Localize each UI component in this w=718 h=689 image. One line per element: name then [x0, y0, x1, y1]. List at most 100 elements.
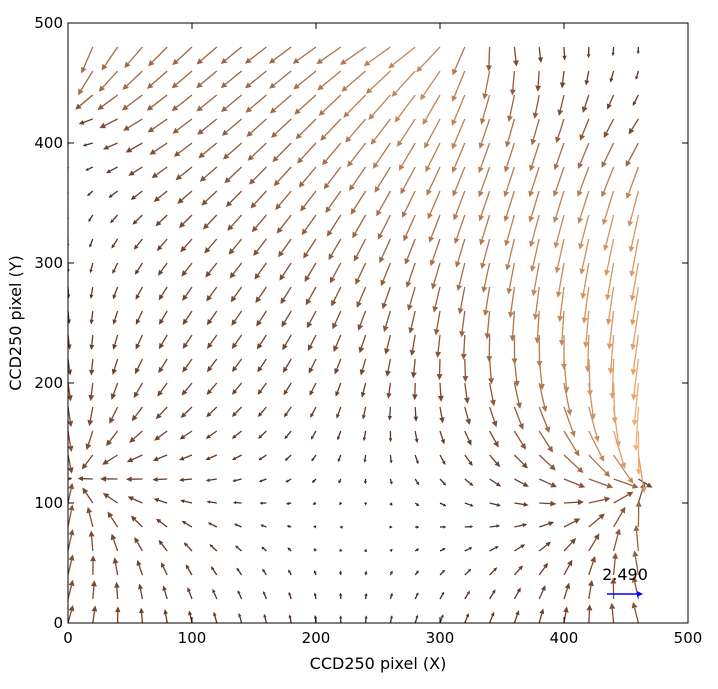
quiver-arrow	[146, 94, 168, 111]
quiver-arrow	[507, 94, 516, 123]
quiver-arrow	[426, 166, 441, 196]
quiver-arrow	[90, 555, 97, 576]
quiver-arrow	[425, 142, 441, 173]
quiver-arrow	[88, 382, 95, 402]
quiver-arrow	[464, 406, 472, 426]
quiver-arrow	[439, 454, 446, 466]
quiver-arrow	[605, 286, 615, 326]
y-tick-label: 300	[34, 254, 63, 272]
quiver-arrow	[538, 562, 549, 576]
quiver-arrow	[389, 592, 393, 600]
quiver-arrow	[363, 548, 367, 553]
quiver-arrow	[99, 118, 118, 129]
quiver-arrow	[68, 47, 69, 52]
quiver-arrow	[341, 70, 367, 92]
quiver-arrow	[288, 569, 292, 576]
quiver-arrow	[236, 567, 243, 576]
quiver-arrow	[294, 94, 317, 115]
quiver-arrow	[273, 166, 292, 187]
quiver-arrow	[86, 506, 94, 528]
quiver-arrow	[238, 612, 243, 623]
quiver-arrow	[172, 46, 193, 66]
quiver-arrow	[258, 454, 267, 461]
quiver-arrow	[558, 310, 565, 347]
quiver-arrow	[272, 142, 292, 163]
quiver-arrow	[85, 430, 94, 451]
quiver-arrow	[281, 310, 292, 328]
quiver-arrow	[464, 478, 474, 487]
quiver-arrow	[609, 358, 616, 400]
quiver-arrow	[578, 214, 590, 250]
quiver-arrow	[206, 310, 218, 326]
quiver-arrow	[339, 548, 343, 552]
quiver-arrow	[339, 525, 343, 529]
quiver-arrow	[339, 592, 343, 600]
quiver-arrow	[313, 548, 317, 552]
quiver-arrow	[505, 238, 516, 271]
quiver-arrow	[286, 524, 292, 529]
quiver-arrow	[210, 566, 218, 576]
quiver-arrow	[235, 545, 243, 552]
quiver-arrow	[414, 614, 419, 623]
quiver-arrow	[325, 190, 342, 214]
quiver-arrow	[112, 557, 119, 576]
quiver-arrow	[553, 214, 565, 249]
quiver-arrow	[180, 499, 193, 504]
quiver-arrow	[68, 504, 75, 528]
quiver-arrow	[488, 611, 495, 623]
quiver-arrow	[313, 525, 317, 529]
quiver-arrow	[629, 286, 640, 326]
x-axis-ticks: 0 100 200 300 400 500	[63, 23, 702, 647]
quiver-arrow	[153, 190, 168, 203]
quiver-arrow	[352, 214, 367, 239]
quiver-arrow	[563, 430, 580, 457]
quiver-arrow	[212, 588, 218, 600]
quiver-arrow	[635, 500, 642, 528]
quiver-arrow	[381, 286, 392, 310]
quiver-arrows	[68, 46, 653, 623]
quiver-arrow	[88, 530, 95, 552]
quiver-arrow	[489, 546, 499, 552]
y-tick-label: 400	[34, 134, 63, 152]
quiver-arrow	[407, 286, 416, 311]
quiver-arrow	[181, 262, 193, 277]
quiver-arrow	[489, 502, 502, 507]
quiver-arrow	[478, 166, 491, 198]
quiver-arrow	[123, 118, 143, 131]
quiver-arrow	[563, 478, 586, 489]
quiver-arrow	[171, 94, 193, 112]
quiver-arrow	[535, 70, 542, 92]
quiver-arrow	[581, 94, 590, 113]
quiver-arrow	[576, 166, 590, 197]
quiver-arrow	[488, 406, 498, 428]
quiver-arrow	[87, 190, 94, 197]
quiver-arrow	[528, 166, 540, 198]
quiver-arrow	[456, 262, 466, 292]
quiver-arrow	[555, 262, 565, 298]
quiver-arrow	[348, 166, 367, 191]
quiver-arrow	[133, 382, 143, 399]
quiver-arrow	[89, 262, 94, 274]
quiver-arrow	[185, 564, 193, 576]
quiver-arrow	[356, 286, 367, 308]
quiver-arrow	[237, 590, 243, 600]
quiver-arrow	[124, 46, 143, 69]
quiver-arrow	[409, 334, 416, 357]
quiver-arrow	[259, 501, 267, 505]
quiver-arrow	[89, 334, 95, 351]
quiver-arrow	[503, 190, 516, 222]
quiver-arrow	[206, 382, 218, 395]
quiver-arrow	[630, 334, 640, 376]
quiver-arrow	[538, 454, 556, 471]
quiver-arrow	[394, 94, 416, 123]
quiver-arrow	[227, 214, 243, 231]
quiver-arrow	[313, 570, 317, 576]
quiver-arrow	[415, 525, 420, 529]
quiver-arrow	[505, 118, 516, 148]
quiver-arrow	[161, 562, 168, 576]
quiver-arrow	[539, 500, 557, 507]
quiver-arrow	[553, 142, 565, 171]
quiver-arrow	[363, 478, 368, 485]
quiver-arrow	[588, 513, 605, 528]
quiver-arrow	[75, 94, 94, 110]
